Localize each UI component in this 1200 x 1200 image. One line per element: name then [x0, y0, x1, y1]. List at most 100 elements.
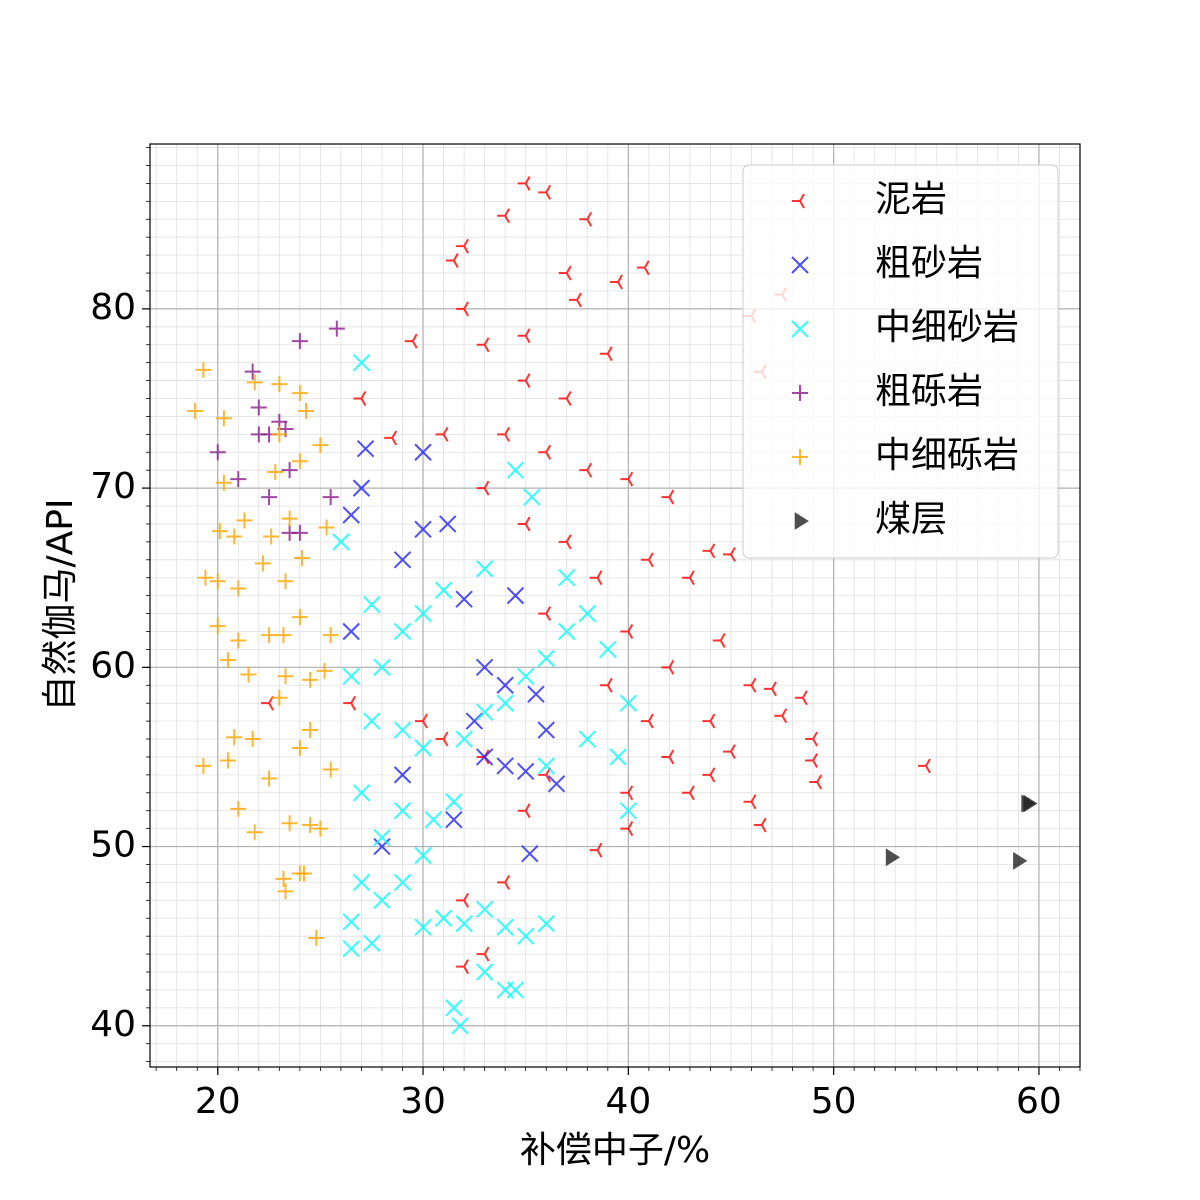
- point: [636, 260, 650, 276]
- point: [517, 516, 531, 532]
- point: [579, 211, 593, 227]
- point: [451, 1017, 469, 1035]
- point: [414, 443, 432, 461]
- point: [298, 403, 315, 420]
- point: [302, 671, 319, 688]
- legend-marker: [792, 385, 808, 401]
- point: [356, 439, 375, 458]
- point: [456, 238, 469, 254]
- point: [246, 824, 263, 841]
- point: [579, 462, 593, 478]
- point: [455, 590, 473, 608]
- point: [445, 810, 463, 829]
- point: [312, 437, 329, 454]
- point: [497, 426, 511, 442]
- point: [352, 353, 371, 372]
- point: [342, 506, 360, 524]
- point: [578, 730, 596, 748]
- point: [506, 981, 525, 999]
- point: [267, 463, 284, 480]
- point: [506, 586, 525, 605]
- point: [263, 528, 280, 545]
- point: [640, 713, 654, 729]
- point: [538, 444, 552, 460]
- point: [455, 730, 473, 748]
- point: [599, 677, 613, 693]
- point: [230, 800, 247, 817]
- point: [589, 842, 603, 858]
- point: [619, 694, 638, 712]
- point: [414, 520, 432, 539]
- point: [261, 770, 278, 787]
- point: [220, 752, 237, 769]
- point: [516, 927, 535, 945]
- point: [558, 534, 572, 550]
- point: [547, 775, 566, 793]
- point: [620, 624, 634, 639]
- x-tick-label: 30: [400, 1081, 446, 1122]
- point: [516, 762, 535, 780]
- legend-marker: [791, 256, 809, 274]
- point: [343, 695, 357, 711]
- y-tick-label: 80: [90, 287, 136, 328]
- point: [538, 606, 552, 622]
- y-axis-label: 自然伽马/API: [40, 498, 81, 711]
- point: [230, 632, 247, 649]
- point: [295, 865, 312, 882]
- point: [275, 870, 292, 887]
- point: [445, 793, 463, 811]
- point: [517, 328, 531, 344]
- point: [476, 946, 490, 962]
- point: [496, 918, 514, 936]
- point: [496, 676, 514, 694]
- point: [558, 569, 576, 587]
- point: [363, 934, 381, 953]
- point: [352, 479, 371, 497]
- point: [435, 731, 449, 747]
- point: [393, 802, 412, 820]
- point: [619, 802, 638, 820]
- point: [318, 519, 335, 536]
- point: [438, 515, 457, 533]
- point: [1013, 851, 1028, 870]
- point: [774, 708, 788, 724]
- point: [322, 627, 339, 644]
- point: [538, 184, 552, 200]
- point: [434, 581, 453, 599]
- point: [373, 658, 391, 677]
- point: [277, 573, 294, 590]
- y-tick-label: 40: [90, 1004, 136, 1045]
- point: [475, 560, 494, 578]
- point: [476, 480, 490, 496]
- x-tick-label: 20: [195, 1081, 241, 1122]
- point: [187, 403, 204, 420]
- legend-marker: [791, 320, 809, 338]
- point: [805, 731, 818, 747]
- point: [281, 815, 298, 832]
- point: [516, 667, 535, 686]
- point: [373, 837, 391, 856]
- point: [475, 658, 494, 677]
- point: [226, 729, 243, 746]
- legend-label: 泥岩: [875, 179, 947, 220]
- point: [517, 373, 531, 389]
- point: [302, 817, 319, 834]
- point: [475, 900, 494, 918]
- point: [764, 681, 777, 697]
- point: [281, 462, 298, 479]
- point: [753, 817, 767, 833]
- point: [661, 489, 675, 505]
- point: [589, 570, 603, 586]
- point: [209, 444, 226, 461]
- point: [681, 570, 695, 586]
- point: [352, 784, 371, 802]
- point: [215, 410, 232, 427]
- point: [363, 712, 381, 730]
- point: [424, 810, 443, 829]
- point: [373, 891, 391, 910]
- point: [475, 703, 494, 721]
- point: [226, 528, 243, 545]
- point: [373, 828, 391, 847]
- point: [455, 914, 473, 933]
